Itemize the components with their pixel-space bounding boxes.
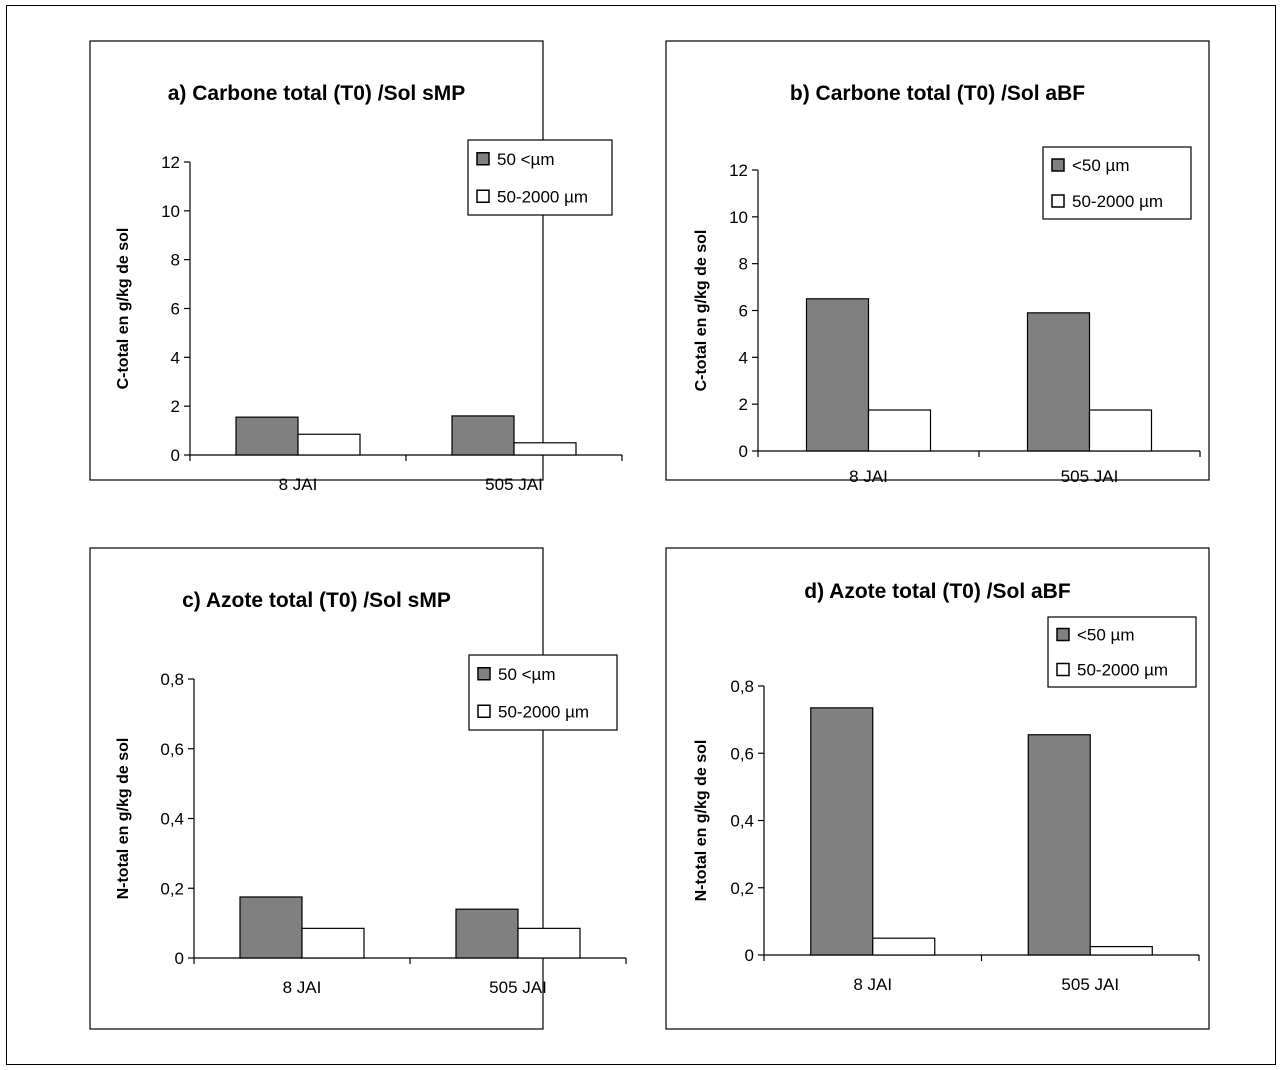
bar-coarse [513,442,577,456]
y-tick-label: 4 [171,348,180,367]
bar-coarse [301,927,365,959]
legend-label: <50 µm [1077,626,1135,645]
chart-title: d) Azote total (T0) /Sol aBF [804,580,1071,603]
legend-swatch [477,704,491,718]
bar-fine [1026,312,1091,452]
bar-coarse [867,409,932,452]
bar-coarse [517,927,581,959]
legend-box [1047,616,1197,688]
y-tick-label: 0 [171,446,180,465]
panel-border [89,40,544,481]
bar-fine [1027,734,1091,956]
chart-title: a) Carbone total (T0) /Sol sMP [168,82,466,105]
legend-label: 50-2000 µm [1077,661,1168,680]
x-category-label: 8 JAI [283,978,322,997]
legend-label: <50 µm [1072,156,1130,175]
legend-box [1042,146,1192,220]
y-tick-label: 0,6 [730,744,754,763]
x-category-label: 505 JAI [1061,975,1119,994]
y-tick-label: 0 [745,946,754,965]
bar-fine [810,707,874,956]
y-tick-label: 6 [171,300,180,319]
legend-label: 50 <µm [497,150,555,169]
legend-label: 50 <µm [498,665,556,684]
x-category-label: 8 JAI [849,467,888,486]
bar-coarse [1089,945,1153,956]
y-tick-label: 0 [175,949,184,968]
legend: <50 µm 50-2000 µm [1042,146,1192,220]
y-tick-label: 10 [729,208,748,227]
legend-label: 50-2000 µm [498,702,589,721]
y-tick-label: 0,4 [730,812,754,831]
y-axis-label: N-total en g/kg de sol [115,738,132,900]
legend-box [468,654,618,731]
y-tick-label: 12 [161,153,180,172]
bar-fine [455,908,519,959]
y-tick-label: 0,2 [160,879,184,898]
legend: 50 <µm 50-2000 µm [467,139,613,216]
y-tick-label: 0,8 [160,670,184,689]
legend-swatch [1056,627,1070,642]
y-tick-label: 0,2 [730,879,754,898]
y-tick-label: 0 [739,442,748,461]
y-tick-label: 6 [739,302,748,321]
y-tick-label: 10 [161,202,180,221]
chart-panel-d: d) Azote total (T0) /Sol aBF N-total en g… [665,547,1210,1030]
bar-coarse [297,433,361,456]
chart-panel-a: a) Carbone total (T0) /Sol sMP C-total en… [89,40,623,494]
y-tick-label: 8 [739,255,748,274]
bar-coarse [1088,409,1153,452]
y-axis-label: C-total en g/kg de sol [693,230,710,392]
y-axis-label: N-total en g/kg de sol [693,740,710,902]
legend-swatch [1051,194,1065,208]
legend-label: 50-2000 µm [1072,192,1163,211]
legend: 50 <µm 50-2000 µm [468,654,618,731]
x-category-label: 8 JAI [853,975,892,994]
x-category-label: 505 JAI [489,978,547,997]
legend-box [467,139,613,216]
legend-swatch [1056,662,1070,677]
y-tick-label: 0,6 [160,740,184,759]
x-category-label: 8 JAI [279,475,318,494]
y-tick-label: 2 [171,397,180,416]
chart-panel-c: c) Azote total (T0) /Sol sMP N-total en g… [89,547,627,1030]
legend-swatch [477,667,491,681]
bar-fine [805,298,870,452]
bar-fine [451,415,515,456]
y-tick-label: 2 [739,395,748,414]
chart-panel-b: b) Carbone total (T0) /Sol aBF C-total en… [665,40,1210,486]
y-axis-label: C-total en g/kg de sol [115,228,132,390]
y-tick-label: 0,4 [160,810,184,829]
chart-title: c) Azote total (T0) /Sol sMP [182,589,451,612]
legend: <50 µm 50-2000 µm [1047,616,1197,688]
legend-swatch [476,189,490,203]
x-category-label: 505 JAI [485,475,543,494]
legend-label: 50-2000 µm [497,187,588,206]
bar-fine [239,896,303,959]
panel-border [665,40,1210,481]
y-tick-label: 4 [739,348,748,367]
legend-swatch [476,152,490,166]
x-category-label: 505 JAI [1061,467,1119,486]
bar-coarse [872,937,936,956]
y-tick-label: 12 [729,161,748,180]
bar-fine [235,416,299,456]
y-tick-label: 0,8 [730,677,754,696]
y-tick-label: 8 [171,251,180,270]
chart-title: b) Carbone total (T0) /Sol aBF [790,82,1085,105]
legend-swatch [1051,158,1065,172]
